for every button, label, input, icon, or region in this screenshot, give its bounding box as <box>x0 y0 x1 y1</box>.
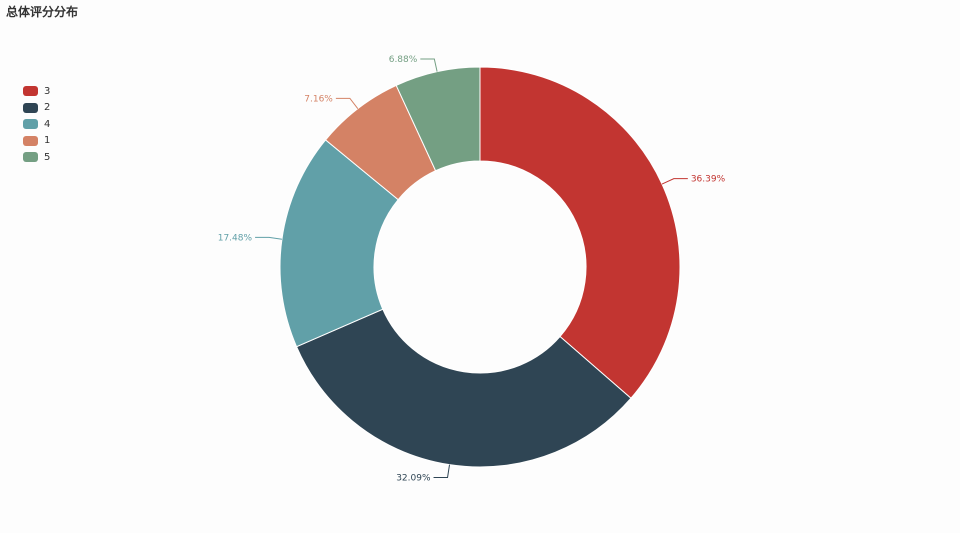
slice-label-1: 7.16% <box>304 94 333 104</box>
legend-item[interactable]: 4 <box>23 116 50 133</box>
legend-swatch <box>23 86 38 97</box>
legend-label: 3 <box>44 85 51 97</box>
legend-label: 2 <box>44 102 51 114</box>
legend-item[interactable]: 2 <box>23 100 50 117</box>
legend-item[interactable]: 1 <box>23 133 50 150</box>
pie-slice-5[interactable] <box>395 66 481 172</box>
legend-label: 4 <box>44 118 51 130</box>
legend-item[interactable]: 5 <box>23 149 50 166</box>
pie-slice-3[interactable] <box>479 66 681 399</box>
leader-line-5 <box>420 58 438 72</box>
slice-label-3: 36.39% <box>691 175 726 185</box>
legend-swatch <box>23 152 38 163</box>
pie-slice-2[interactable] <box>295 308 632 468</box>
leader-line-2 <box>433 464 451 479</box>
leader-line-4 <box>255 236 283 240</box>
leader-line-1 <box>335 97 359 109</box>
legend-swatch <box>23 119 38 130</box>
legend-item[interactable]: 3 <box>23 83 50 100</box>
legend: 3 2 4 1 5 <box>23 83 50 166</box>
slice-label-2: 32.09% <box>396 474 431 484</box>
pie-slice-4[interactable] <box>279 139 399 348</box>
legend-label: 1 <box>44 135 51 147</box>
chart-title: 总体评分分布 <box>6 5 79 19</box>
slice-label-5: 6.88% <box>389 55 418 65</box>
legend-swatch <box>23 102 38 113</box>
leader-line-3 <box>661 178 688 185</box>
legend-swatch <box>23 135 38 146</box>
slice-label-4: 17.48% <box>218 233 253 243</box>
legend-label: 5 <box>44 151 51 163</box>
